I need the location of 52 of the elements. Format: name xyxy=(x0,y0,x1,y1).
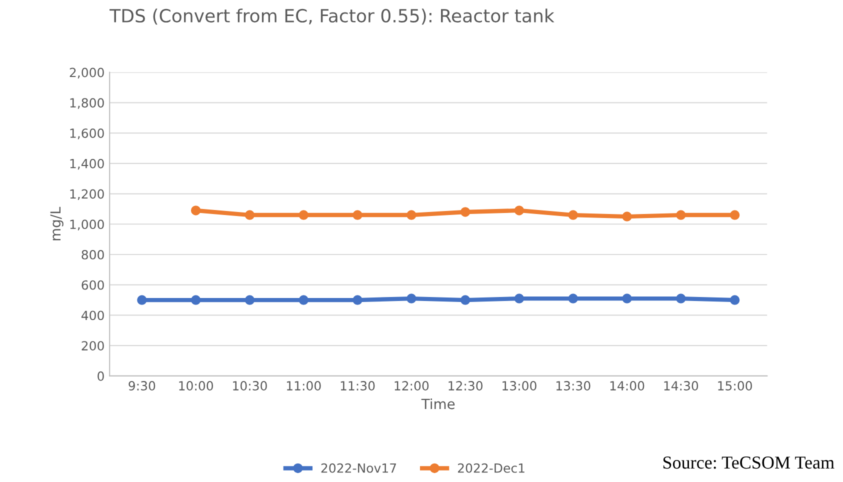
y-tick-label: 1,600 xyxy=(70,128,104,140)
source-note: Source: TeCSOM Team xyxy=(663,456,834,469)
y-tick-label: 1,800 xyxy=(70,98,104,109)
legend-label: 2022-Nov17 xyxy=(321,463,396,473)
point xyxy=(514,294,524,304)
point xyxy=(244,210,255,220)
point xyxy=(622,294,632,304)
point xyxy=(460,295,470,305)
y-tick-label: 2,000 xyxy=(70,68,104,78)
point xyxy=(190,295,201,305)
x-tick-label: 11:00 xyxy=(286,381,321,390)
x-tick-label: 9:30 xyxy=(128,381,156,390)
y-tick-label: 0 xyxy=(98,371,104,381)
y-tick-label: 1,000 xyxy=(70,220,104,230)
y-tick-label: 400 xyxy=(81,310,104,320)
point xyxy=(622,212,632,222)
point xyxy=(244,295,255,305)
x-tick-label: 13:00 xyxy=(502,381,536,390)
x-axis-title: Time xyxy=(421,398,455,410)
point xyxy=(406,210,416,220)
x-tick-label: 10:00 xyxy=(179,381,214,390)
x-tick-label: 12:00 xyxy=(394,381,429,390)
y-tick-label: 1,200 xyxy=(70,189,104,200)
point xyxy=(137,295,147,305)
point xyxy=(190,206,201,216)
y-axis-title: mg/L xyxy=(50,206,64,240)
x-tick-label: 15:00 xyxy=(718,381,752,390)
point xyxy=(568,210,578,220)
x-tick-label: 10:30 xyxy=(233,381,267,390)
legend-label: 2022-Dec1 xyxy=(458,463,524,473)
point xyxy=(352,210,362,220)
point xyxy=(298,210,308,220)
point xyxy=(298,295,308,305)
y-tick-label: 200 xyxy=(82,341,104,351)
chart-title: TDS (Convert from EC, Factor 0.55): Reactor tank xyxy=(110,8,554,25)
point xyxy=(514,206,524,216)
point xyxy=(730,210,740,220)
x-tick-label: 11:30 xyxy=(340,381,375,390)
point xyxy=(676,294,686,304)
point xyxy=(406,294,416,304)
x-tick-label: 14:00 xyxy=(610,381,644,390)
point xyxy=(568,294,578,304)
x-tick-label: 12:30 xyxy=(448,381,482,390)
point xyxy=(676,210,686,220)
y-tick-label: 800 xyxy=(82,250,104,260)
point xyxy=(730,295,740,305)
point xyxy=(352,295,362,305)
x-tick-label: 14:30 xyxy=(664,381,698,390)
x-tick-label: 13:30 xyxy=(556,381,590,390)
y-tick-label: 1,400 xyxy=(70,158,104,170)
y-tick-label: 600 xyxy=(82,280,104,290)
point xyxy=(460,207,470,217)
